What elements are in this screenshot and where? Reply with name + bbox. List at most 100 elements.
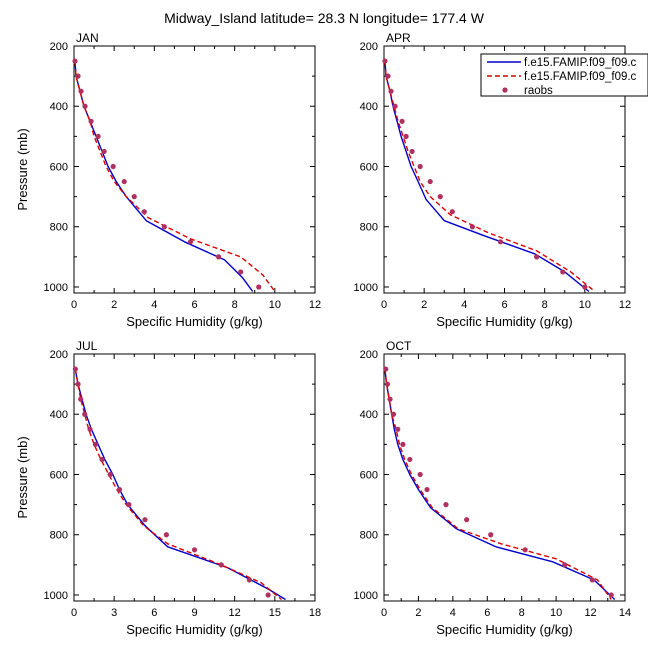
raobs-point xyxy=(562,562,568,568)
figure-title: Midway_Island latitude= 28.3 N longitude… xyxy=(164,10,485,26)
series-line-dashed xyxy=(384,369,612,600)
raobs-point xyxy=(72,58,78,64)
y-tick-label: 800 xyxy=(360,530,378,542)
raobs-point xyxy=(256,284,262,290)
raobs-point xyxy=(534,254,540,260)
raobs-point xyxy=(488,532,494,538)
raobs-point xyxy=(216,254,222,260)
x-tick-label: 12 xyxy=(229,607,241,619)
legend-box xyxy=(480,53,648,97)
legend-label: raobs xyxy=(524,85,553,97)
y-tick-label: 400 xyxy=(50,409,68,421)
raobs-point xyxy=(75,73,81,79)
legend: f.e15.FAMIP.f09_f09.c f.e15.FAMIP.f09_f09… xyxy=(480,53,648,97)
panel-label: JUL xyxy=(76,339,98,353)
x-tick-label: 2 xyxy=(415,607,421,619)
y-tick-label: 800 xyxy=(50,222,68,234)
panel-label: APR xyxy=(386,31,411,45)
x-tick-label: 4 xyxy=(450,607,456,619)
raobs-point xyxy=(101,148,107,155)
x-tick-label: 9 xyxy=(191,607,197,619)
raobs-point xyxy=(464,517,470,523)
y-tick-label: 800 xyxy=(360,222,378,234)
raobs-point xyxy=(400,441,406,447)
x-axis-label: Specific Humidity (g/kg) xyxy=(126,622,263,637)
raobs-point xyxy=(92,441,99,447)
raobs-point xyxy=(131,194,137,200)
raobs-point xyxy=(382,58,388,64)
raobs-point xyxy=(608,592,614,598)
x-tick-label: 10 xyxy=(550,607,562,619)
raobs-point xyxy=(82,411,88,417)
raobs-point xyxy=(191,547,198,553)
raobs-point xyxy=(110,163,116,170)
x-tick-label: 3 xyxy=(111,607,117,619)
x-tick-label: 4 xyxy=(461,299,467,311)
raobs-point xyxy=(95,133,101,139)
panel-oct: OCT 0 2 4 6 8 10 12 14 200 400 600 800 1000 Specific H… xyxy=(354,339,632,637)
x-tick-label: 14 xyxy=(619,607,631,619)
raobs-point xyxy=(218,562,224,568)
raobs-point xyxy=(385,73,391,79)
x-tick-label: 10 xyxy=(579,299,591,311)
raobs-point xyxy=(399,118,405,124)
raobs-point xyxy=(383,366,389,372)
plot-frame xyxy=(383,353,626,602)
raobs-point xyxy=(395,426,401,432)
legend-label: f.e15.FAMIP.f09_f09.c xyxy=(524,71,637,83)
raobs-point xyxy=(126,502,132,508)
panel-label: JAN xyxy=(76,31,99,45)
y-tick-label: 200 xyxy=(360,349,378,361)
x-tick-label: 0 xyxy=(71,607,77,619)
x-tick-label: 8 xyxy=(232,299,238,311)
raobs-point xyxy=(388,88,394,94)
raobs-point xyxy=(238,269,244,275)
raobs-point xyxy=(417,471,423,478)
raobs-point xyxy=(163,532,169,538)
raobs-point xyxy=(427,178,433,185)
raobs-point xyxy=(390,411,397,417)
raobs-point xyxy=(116,486,123,493)
raobs-point xyxy=(417,163,423,170)
raobs-point xyxy=(187,239,194,245)
legend-label: f.e15.FAMIP.f09_f09.c xyxy=(524,57,637,69)
series-line-solid xyxy=(74,61,254,292)
x-axis-label: Specific Humidity (g/kg) xyxy=(436,622,573,637)
x-tick-label: 0 xyxy=(381,299,387,311)
raobs-point xyxy=(392,103,398,109)
y-tick-label: 600 xyxy=(50,469,68,481)
x-tick-label: 8 xyxy=(542,299,548,311)
raobs-point xyxy=(522,547,528,553)
x-axis-label: Specific Humidity (g/kg) xyxy=(436,314,573,329)
y-tick-label: 1000 xyxy=(354,590,378,602)
y-tick-label: 400 xyxy=(360,409,378,421)
x-tick-label: 18 xyxy=(309,607,321,619)
raobs-point xyxy=(72,366,78,372)
legend-marker xyxy=(502,87,508,93)
raobs-point xyxy=(424,486,430,493)
y-tick-label: 200 xyxy=(50,349,68,361)
y-tick-label: 400 xyxy=(360,101,378,113)
raobs-point xyxy=(407,456,413,463)
x-axis-label: Specific Humidity (g/kg) xyxy=(126,314,263,329)
raobs-point xyxy=(560,269,566,275)
x-tick-label: 4 xyxy=(151,299,157,311)
x-tick-label: 0 xyxy=(381,607,387,619)
raobs-point xyxy=(87,426,93,432)
raobs-point xyxy=(449,209,455,215)
raobs-point xyxy=(107,471,113,478)
raobs-point xyxy=(88,118,94,124)
y-tick-label: 200 xyxy=(360,41,378,53)
y-tick-label: 400 xyxy=(50,101,68,113)
series-line-solid xyxy=(74,368,286,601)
y-tick-label: 1000 xyxy=(354,282,378,294)
y-tick-label: 600 xyxy=(50,161,68,173)
raobs-point xyxy=(246,577,252,583)
raobs-point xyxy=(78,88,84,94)
x-tick-label: 6 xyxy=(501,299,507,311)
y-tick-label: 800 xyxy=(50,530,68,542)
y-tick-label: 1000 xyxy=(44,282,68,294)
raobs-point xyxy=(78,396,84,402)
x-tick-label: 12 xyxy=(309,299,321,311)
x-tick-label: 6 xyxy=(484,607,490,619)
